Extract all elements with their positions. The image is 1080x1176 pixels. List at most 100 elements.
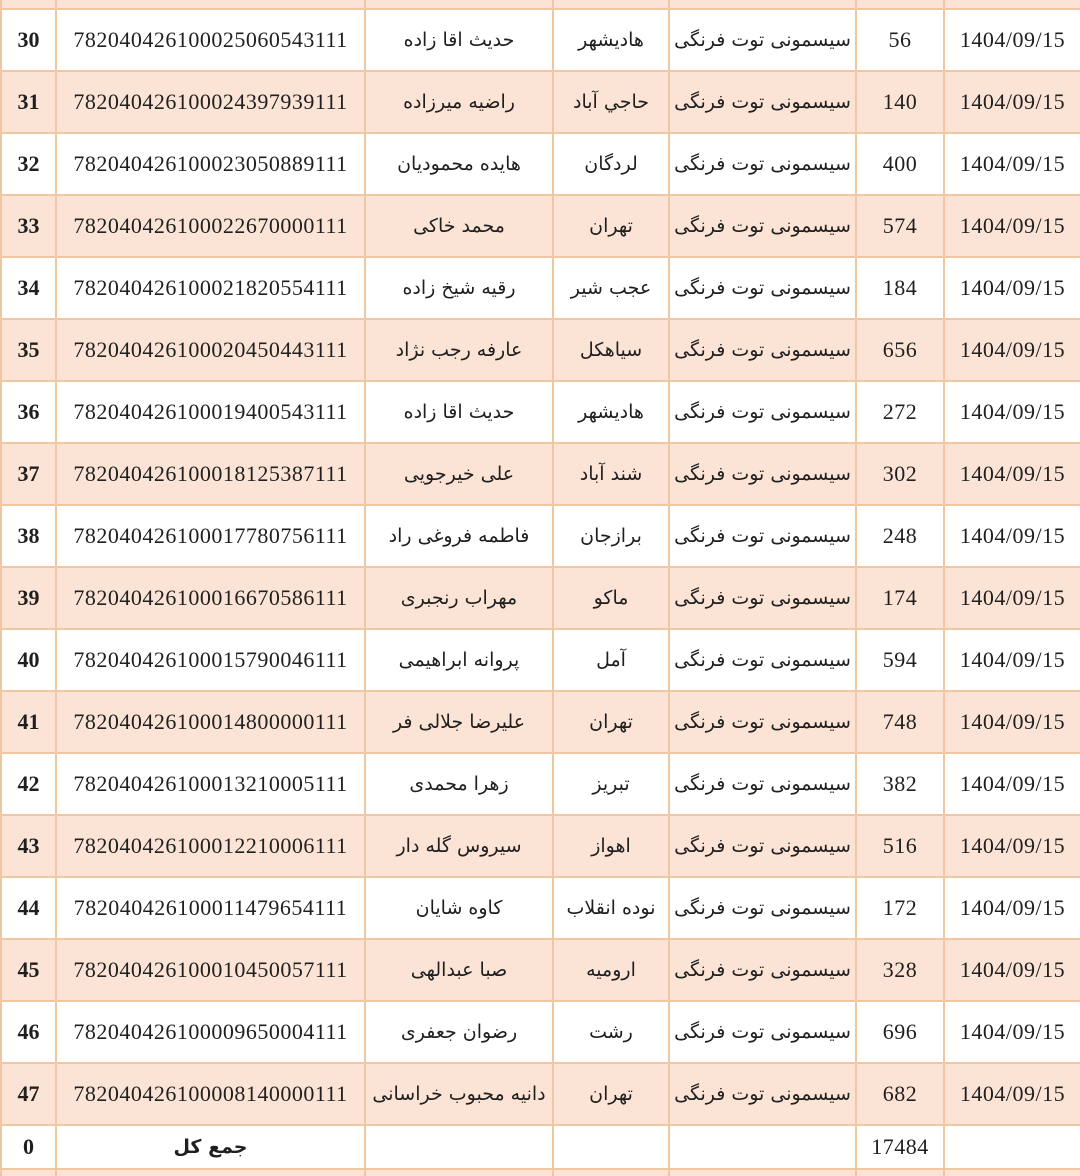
product-cell (668, 1168, 857, 1176)
city-cell: رشت (552, 1000, 670, 1064)
quantity-cell: 140 (855, 70, 945, 134)
quantity-cell (855, 1168, 945, 1176)
recipient-name-cell: علیرضا جلالی فر (364, 690, 554, 754)
quantity-cell: 748 (855, 690, 945, 754)
product-cell: سیسمونی توت فرنگی (668, 318, 857, 382)
tracking-code-cell: 782040426100022670000111 (55, 194, 366, 258)
table-row: 33 782040426100022670000111 محمد خاکی تهران… (0, 194, 1080, 258)
tracking-code-cell: 782040426100010450057111 (55, 938, 366, 1002)
row-number-cell: 36 (0, 380, 57, 444)
recipient-name-cell: پروانه ابراهیمی (364, 628, 554, 692)
quantity-cell: 382 (855, 752, 945, 816)
product-cell: سیسمونی توت فرنگی (668, 752, 857, 816)
recipient-name-cell: زهرا محمدی (364, 752, 554, 816)
city-cell: ماکو (552, 566, 670, 630)
date-cell: 1404/09/15 (943, 256, 1080, 320)
row-number-cell: 38 (0, 504, 57, 568)
quantity-cell: 696 (855, 1000, 945, 1064)
city-cell: نوده انقلاب (552, 876, 670, 940)
tracking-code-cell (55, 0, 366, 10)
city-cell: ارومیه (552, 938, 670, 1002)
product-cell: سیسمونی توت فرنگی (668, 1000, 857, 1064)
row-number-cell (0, 0, 57, 10)
row-number-cell: 30 (0, 8, 57, 72)
tracking-code-cell: 782040426100008140000111 (55, 1062, 366, 1126)
recipient-name-cell: محمد خاکی (364, 194, 554, 258)
row-number-cell: 31 (0, 70, 57, 134)
tracking-code-cell: 782040426100013210005111 (55, 752, 366, 816)
date-cell: 1404/09/15 (943, 132, 1080, 196)
recipient-name-cell: هایده محمودیان (364, 132, 554, 196)
tracking-code-cell (55, 1168, 366, 1176)
total-quantity-cell: 17484 (855, 1124, 945, 1170)
city-cell: حاجي آباد (552, 70, 670, 134)
recipient-name-cell: عارفه رجب نژاد (364, 318, 554, 382)
recipient-name-cell (364, 1168, 554, 1176)
date-cell: 1404/09/15 (943, 876, 1080, 940)
table-row: 40 782040426100015790046111 پروانه ابراهیم… (0, 628, 1080, 692)
table-row: 34 782040426100021820554111 رقیه شیخ زاده ع… (0, 256, 1080, 320)
city-cell: تهران (552, 1062, 670, 1126)
row-number-cell: 35 (0, 318, 57, 382)
date-cell: 1404/09/15 (943, 938, 1080, 1002)
product-cell: سیسمونی توت فرنگی (668, 442, 857, 506)
row-number-cell: 33 (0, 194, 57, 258)
row-number-cell: 47 (0, 1062, 57, 1126)
product-cell: سیسمونی توت فرنگی (668, 566, 857, 630)
date-cell: 1404/09/15 (943, 690, 1080, 754)
product-cell (668, 0, 857, 10)
city-cell: برازجان (552, 504, 670, 568)
city-cell (552, 1168, 670, 1176)
row-number-cell: 32 (0, 132, 57, 196)
product-cell: سیسمونی توت فرنگی (668, 504, 857, 568)
city-cell (552, 1124, 670, 1170)
date-cell (943, 1168, 1080, 1176)
product-cell: سیسمونی توت فرنگی (668, 628, 857, 692)
city-cell: عجب شیر (552, 256, 670, 320)
city-cell: تهران (552, 690, 670, 754)
city-cell: هادیشهر (552, 380, 670, 444)
total-row: 0 جمع کل 17484 (0, 1124, 1080, 1170)
recipient-name-cell (364, 1124, 554, 1170)
tracking-code-cell: 782040426100019400543111 (55, 380, 366, 444)
tracking-code-cell: 782040426100009650004111 (55, 1000, 366, 1064)
date-cell: 1404/09/15 (943, 1000, 1080, 1064)
recipient-name-cell: حدیث اقا زاده (364, 8, 554, 72)
date-cell: 1404/09/15 (943, 194, 1080, 258)
recipient-name-cell: رضوان جعفری (364, 1000, 554, 1064)
cropped-partial-row (0, 0, 1080, 10)
table-row: 42 782040426100013210005111 زهرا محمدی تبری… (0, 752, 1080, 816)
quantity-cell: 574 (855, 194, 945, 258)
city-cell: سیاهکل (552, 318, 670, 382)
city-cell (552, 0, 670, 10)
city-cell: شند آباد (552, 442, 670, 506)
product-cell: سیسمونی توت فرنگی (668, 70, 857, 134)
city-cell: اهواز (552, 814, 670, 878)
table-row: 35 782040426100020450443111 عارفه رجب نژاد… (0, 318, 1080, 382)
table-row: 38 782040426100017780756111 فاطمه فروغی را… (0, 504, 1080, 568)
total-label-cell: جمع کل (55, 1124, 366, 1170)
tracking-code-cell: 782040426100021820554111 (55, 256, 366, 320)
recipient-name-cell: رقیه شیخ زاده (364, 256, 554, 320)
quantity-cell: 248 (855, 504, 945, 568)
table-row: 41 782040426100014800000111 علیرضا جلالی ف… (0, 690, 1080, 754)
row-number-cell: 44 (0, 876, 57, 940)
product-cell: سیسمونی توت فرنگی (668, 814, 857, 878)
product-cell: سیسمونی توت فرنگی (668, 876, 857, 940)
table-row: 37 782040426100018125387111 علی خیرجویی شند… (0, 442, 1080, 506)
product-cell: سیسمونی توت فرنگی (668, 194, 857, 258)
date-cell: 1404/09/15 (943, 814, 1080, 878)
quantity-cell: 184 (855, 256, 945, 320)
product-cell: سیسمونی توت فرنگی (668, 380, 857, 444)
city-cell: تبریز (552, 752, 670, 816)
quantity-cell: 302 (855, 442, 945, 506)
table-row: 39 782040426100016670586111 مهراب رنجبری ما… (0, 566, 1080, 630)
table-row: 43 782040426100012210006111 سیروس گله دار ا… (0, 814, 1080, 878)
quantity-cell: 516 (855, 814, 945, 878)
tracking-code-cell: 782040426100014800000111 (55, 690, 366, 754)
row-number-cell: 34 (0, 256, 57, 320)
quantity-cell: 174 (855, 566, 945, 630)
tracking-code-cell: 782040426100020450443111 (55, 318, 366, 382)
table-row: 30 782040426100025060543111 حدیث اقا زاده ه… (0, 8, 1080, 72)
